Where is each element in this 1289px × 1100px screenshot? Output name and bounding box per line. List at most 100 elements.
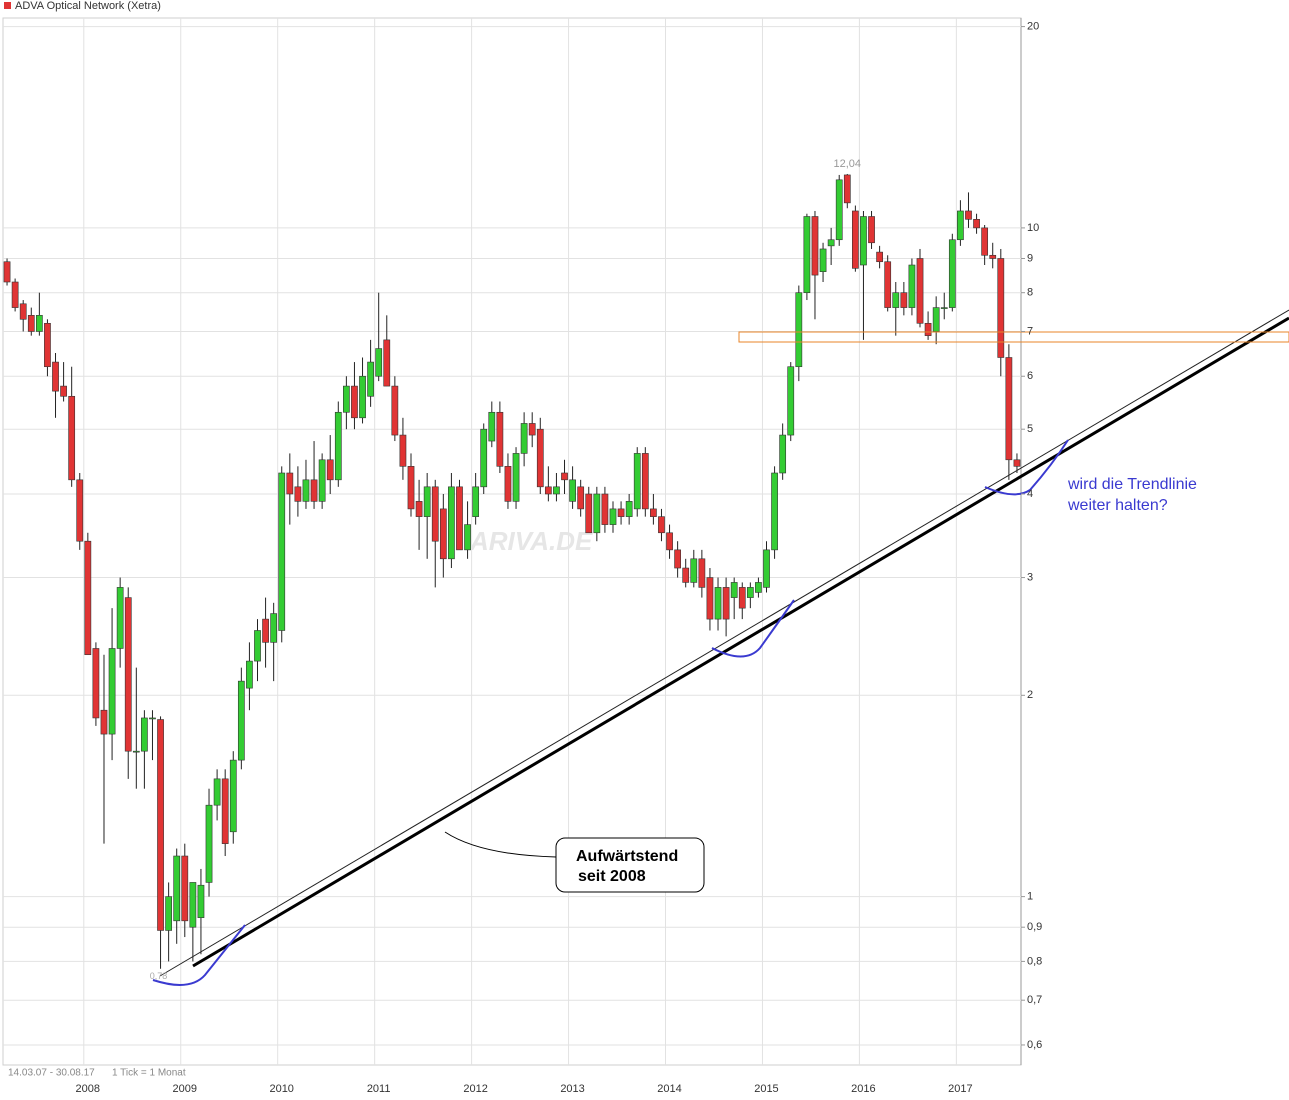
candle-body xyxy=(157,719,164,931)
candle-body xyxy=(415,501,423,517)
candle-body xyxy=(165,896,172,931)
x-tick-label: 2009 xyxy=(173,1083,197,1095)
candle-body xyxy=(520,423,528,454)
candle-body xyxy=(423,486,431,517)
y-tick-label: 3 xyxy=(1027,571,1033,583)
candle-body xyxy=(173,855,181,922)
y-tick-label: 0,7 xyxy=(1027,994,1042,1006)
candles xyxy=(3,173,1021,969)
x-tick-label: 2008 xyxy=(76,1083,100,1095)
candle-body xyxy=(270,613,278,643)
candle-body xyxy=(52,361,59,392)
candle-body xyxy=(262,618,269,643)
candle-body xyxy=(488,411,496,442)
candle-body xyxy=(916,258,924,324)
candle-body xyxy=(351,385,358,419)
candle-body xyxy=(108,648,116,735)
candle-body xyxy=(601,493,609,525)
candle-body xyxy=(682,567,690,583)
candle-body xyxy=(237,680,245,761)
annotation: seit 2008 xyxy=(578,868,646,885)
min-label: 0,78 xyxy=(150,971,168,981)
y-tick-label: 20 xyxy=(1027,20,1039,32)
y-tick-label: 8 xyxy=(1027,287,1033,299)
candle-body xyxy=(658,516,665,534)
trend-line-thin xyxy=(159,309,1289,977)
candle-body xyxy=(746,587,754,598)
candle-body xyxy=(536,428,544,488)
candle-body xyxy=(1013,459,1021,467)
candle-body xyxy=(35,315,43,332)
candle-body xyxy=(763,549,770,588)
candle-body xyxy=(294,486,302,502)
candle-body xyxy=(997,258,1005,358)
annotation: Aufwärtstend xyxy=(576,848,678,865)
candle-body xyxy=(779,434,787,474)
candle-body xyxy=(650,508,657,517)
candle-body xyxy=(92,648,100,719)
candle-body xyxy=(528,423,536,436)
candle-body xyxy=(722,587,730,620)
candle-body xyxy=(60,385,67,397)
candle-body xyxy=(738,587,746,609)
y-tick-label: 0,8 xyxy=(1027,955,1042,967)
candle-body xyxy=(132,750,140,753)
candle-body xyxy=(981,227,989,256)
curve-marker xyxy=(711,599,795,658)
candle-body xyxy=(343,385,350,413)
candle-body xyxy=(141,717,148,752)
candle-body xyxy=(811,216,819,276)
x-tick-label: 2013 xyxy=(560,1083,584,1095)
curve-marker xyxy=(152,924,246,986)
x-tick-label: 2015 xyxy=(754,1083,778,1095)
candle-body xyxy=(496,411,504,467)
candle-body xyxy=(68,395,76,481)
x-tick-label: 2016 xyxy=(851,1083,875,1095)
candle-body xyxy=(407,466,415,510)
candle-body xyxy=(948,239,956,308)
y-tick-label: 1 xyxy=(1027,891,1033,903)
candle-body xyxy=(730,582,738,598)
candle-body xyxy=(480,428,488,488)
candle-body xyxy=(302,479,310,502)
candle-body xyxy=(561,472,568,481)
callout-pointer xyxy=(444,831,557,858)
candle-body xyxy=(44,322,51,368)
candle-body xyxy=(310,479,318,502)
candle-body xyxy=(569,479,576,502)
candle-body xyxy=(884,261,892,308)
y-tick-label: 6 xyxy=(1027,370,1033,382)
candle-body xyxy=(383,339,391,387)
candle-body xyxy=(593,493,601,534)
candle-body xyxy=(229,759,237,833)
candle-body xyxy=(577,486,585,510)
candle-body xyxy=(835,179,843,241)
candle-body xyxy=(641,453,649,510)
candle-body xyxy=(803,216,811,293)
y-tick-label: 5 xyxy=(1027,423,1033,435)
candle-body xyxy=(868,216,875,244)
candle-body xyxy=(3,261,11,283)
candle-body xyxy=(940,307,948,309)
candle-body xyxy=(908,264,916,308)
y-tick-label: 4 xyxy=(1027,488,1033,500)
candle-body xyxy=(391,385,399,436)
x-tick-label: 2011 xyxy=(367,1083,391,1095)
x-tick-label: 2012 xyxy=(463,1083,487,1095)
candle-body xyxy=(286,472,294,495)
candle-body xyxy=(957,210,964,241)
candle-body xyxy=(1005,357,1013,461)
candle-body xyxy=(989,254,997,259)
resistance-zone xyxy=(738,331,1289,343)
max-label: 12,04 xyxy=(834,158,862,170)
candle-body xyxy=(399,434,407,467)
candle-body xyxy=(318,459,326,502)
candle-body xyxy=(617,508,625,517)
candle-body xyxy=(787,366,795,436)
candle-body xyxy=(11,281,19,308)
candle-body xyxy=(254,630,261,662)
candle-body xyxy=(448,486,455,560)
candle-body xyxy=(512,453,520,502)
callout-box xyxy=(555,837,705,893)
candle-body xyxy=(181,855,189,922)
